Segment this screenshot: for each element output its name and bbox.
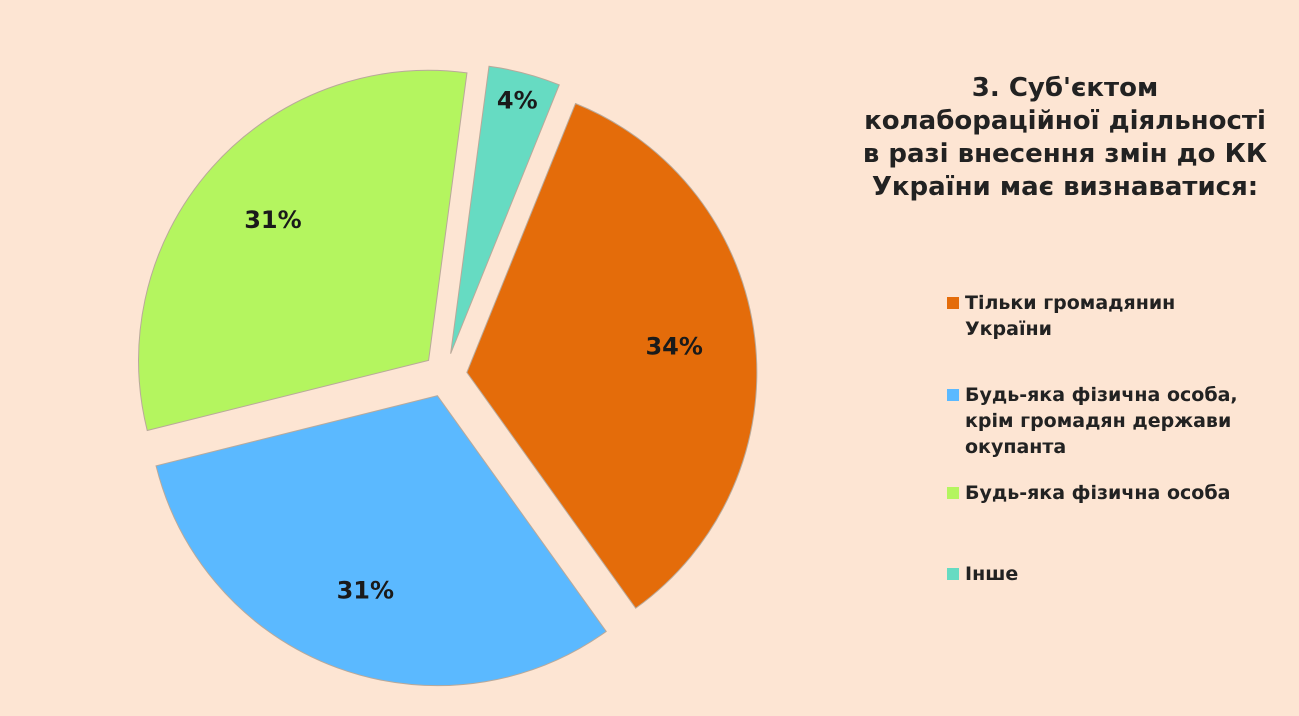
legend-label: Інше: [965, 563, 1019, 585]
data-label: 31%: [337, 577, 394, 605]
legend-item: Будь-яка фізична особа, крім громадян де…: [945, 382, 1245, 460]
legend-label: Тільки громадянин України: [965, 292, 1176, 340]
chart-title: 3. Суб'єктом колабораційної діяльності в…: [862, 73, 1268, 202]
data-label: 4%: [497, 86, 538, 114]
legend-item: Інше: [945, 561, 1245, 587]
pie-slice: [466, 102, 758, 609]
legend-label: Будь-яка фізична особа, крім громадян де…: [965, 384, 1238, 458]
legend-item: Будь-яка фізична особа: [945, 480, 1245, 506]
pie-slice: [138, 69, 468, 432]
pie-slice: [450, 65, 560, 354]
legend-swatch: [947, 568, 959, 580]
legend-item: Тільки громадянин України: [945, 290, 1245, 342]
legend: Тільки громадянин України Будь-яка фізичн…: [945, 290, 1245, 587]
legend-label: Будь-яка фізична особа: [965, 482, 1231, 504]
legend-swatch: [947, 297, 959, 309]
data-label: 31%: [244, 206, 301, 234]
legend-swatch: [947, 389, 959, 401]
pie-slice: [155, 395, 607, 687]
data-label: 34%: [645, 333, 702, 361]
legend-swatch: [947, 487, 959, 499]
